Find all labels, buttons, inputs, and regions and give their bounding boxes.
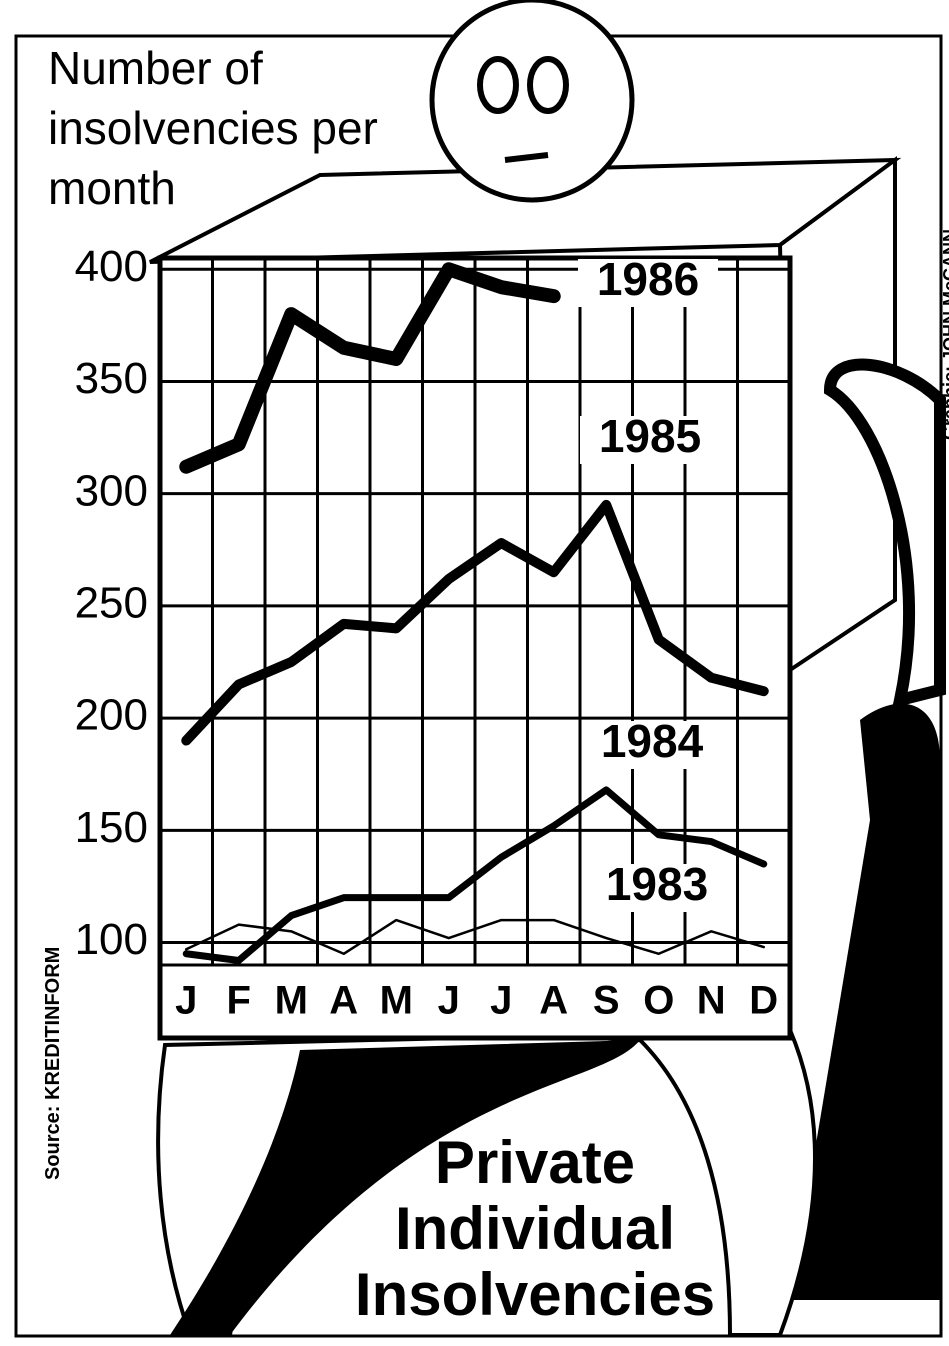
body [790, 703, 940, 1300]
series-label-bg [580, 416, 720, 464]
series-line [181, 499, 769, 746]
source: Source: KREDITINFORM [42, 946, 64, 1180]
series-line [179, 262, 561, 474]
eye [527, 56, 569, 114]
x-tick-label: S [593, 979, 620, 1023]
x-tick-label: O [643, 979, 674, 1023]
series-line [182, 786, 768, 965]
x-tick-label: N [697, 979, 726, 1023]
x-tick-label: A [539, 979, 568, 1023]
series-label: 1985 [599, 410, 701, 462]
x-tick-label: J [438, 979, 460, 1023]
y-tick-label: 350 [75, 354, 148, 403]
y-tick-label: 250 [75, 579, 148, 628]
mouth [504, 152, 549, 163]
y-tick-label: 100 [75, 915, 148, 964]
y-tick-label: 300 [75, 466, 148, 515]
credit: Graphic: JOHN McCANN [940, 228, 949, 440]
x-tick-label: M [275, 979, 308, 1023]
x-tick-label: A [329, 979, 358, 1023]
x-tick-label: M [380, 979, 413, 1023]
y-tick-label: 400 [75, 242, 148, 291]
series-label: 1983 [606, 858, 708, 910]
series-label-bg [587, 864, 727, 912]
x-tick-label: J [175, 979, 197, 1023]
x-tick-label: J [490, 979, 512, 1023]
x-tick-label: F [227, 979, 251, 1023]
y-tick-label: 150 [75, 803, 148, 852]
series-line [185, 918, 765, 956]
y-axis-label: Number of insolvencies per month [48, 42, 378, 214]
arm [823, 358, 946, 709]
series-label: 1984 [601, 715, 704, 767]
series-label-bg [578, 259, 718, 307]
chart-title: Private Individual Insolvencies [354, 1129, 716, 1328]
series-label: 1986 [597, 253, 699, 305]
leg-shadow [170, 1040, 640, 1335]
eye [477, 56, 519, 114]
y-tick-label: 200 [75, 691, 148, 740]
series-label-bg [582, 721, 722, 769]
x-tick-label: D [749, 979, 778, 1023]
